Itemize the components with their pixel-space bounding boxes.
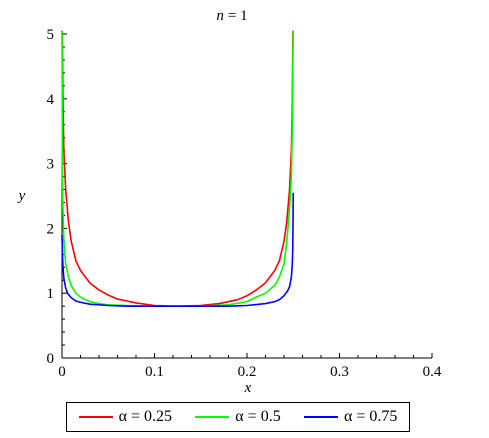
legend-label: α = 0.75 bbox=[343, 408, 398, 425]
legend-entry-alpha-0-25: α = 0.25 bbox=[78, 408, 173, 426]
y-tick-label: 2 bbox=[47, 221, 55, 237]
y-tick-label: 1 bbox=[47, 286, 55, 302]
legend-label: α = 0.25 bbox=[118, 408, 173, 425]
legend-label: α = 0.5 bbox=[235, 408, 281, 425]
y-tick-label: 4 bbox=[47, 92, 55, 108]
x-axis-label: x bbox=[244, 380, 252, 396]
x-tick-label: 0.1 bbox=[145, 364, 164, 380]
legend-entry-alpha-0-75: α = 0.75 bbox=[303, 408, 398, 426]
x-tick-label: 0.2 bbox=[238, 364, 257, 380]
legend-swatch-green bbox=[195, 416, 230, 418]
legend-swatch-red bbox=[78, 416, 113, 418]
series-lines bbox=[61, 30, 295, 307]
series-line-1 bbox=[61, 30, 294, 307]
tick-marks: 0 0.1 0.2 0.3 0.4 0 1 2 3 4 5 bbox=[47, 27, 442, 380]
series-line-2 bbox=[61, 192, 295, 307]
series-line-0 bbox=[61, 30, 294, 307]
legend-swatch-blue bbox=[303, 416, 338, 418]
x-tick-label: 0.3 bbox=[330, 364, 349, 380]
axes bbox=[61, 34, 432, 359]
y-axis-label: y bbox=[17, 188, 26, 204]
legend-entry-alpha-0-5: α = 0.5 bbox=[195, 408, 281, 426]
x-tick-label: 0 bbox=[58, 364, 66, 380]
y-tick-label: 0 bbox=[47, 351, 55, 367]
y-tick-label: 5 bbox=[47, 27, 55, 43]
y-tick-label: 3 bbox=[47, 157, 55, 173]
chart-title: n = 1 bbox=[216, 8, 247, 24]
x-tick-label: 0.4 bbox=[423, 364, 442, 380]
chart-canvas: n = 1 y x 0 0.1 0.2 0.3 0.4 0 1 2 3 4 5 bbox=[17, 8, 442, 396]
legend: α = 0.25 α = 0.5 α = 0.75 bbox=[66, 402, 410, 432]
